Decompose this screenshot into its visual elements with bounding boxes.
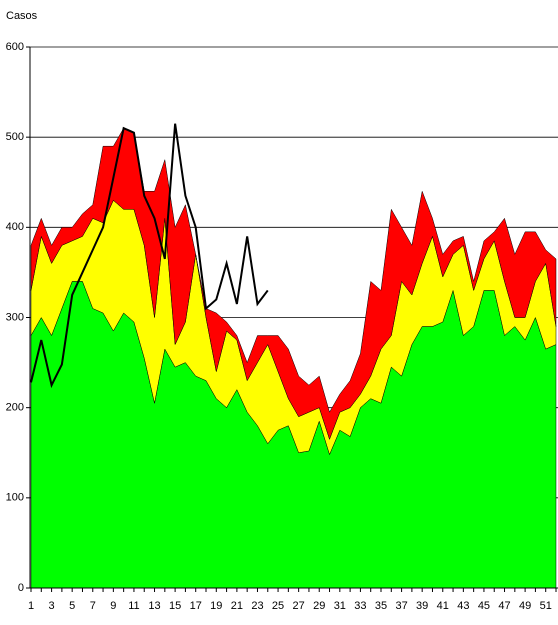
x-tick-label: 17 (190, 600, 202, 612)
x-tick-label: 23 (251, 600, 263, 612)
y-axis-label: Casos (6, 10, 38, 22)
x-tick-label: 37 (395, 600, 407, 612)
y-tick-label: 400 (6, 221, 24, 233)
x-tick-label: 33 (354, 600, 366, 612)
x-tick-label: 15 (169, 600, 181, 612)
x-tick-label: 7 (90, 600, 96, 612)
y-tick-label: 200 (6, 402, 24, 414)
area (30, 127, 557, 440)
x-tick-label: 39 (416, 600, 428, 612)
x-tick-label: 27 (293, 600, 305, 612)
x-tick-label: 1 (28, 600, 34, 612)
y-tick-label: 300 (6, 311, 24, 323)
x-tick-label: 13 (148, 600, 160, 612)
x-tick-label: 25 (272, 600, 284, 612)
x-tick-label: 9 (110, 600, 116, 612)
x-tick-label: 43 (457, 600, 469, 612)
x-tick-label: 45 (478, 600, 490, 612)
x-tick-label: 11 (128, 600, 139, 612)
line (30, 123, 269, 389)
x-tick-label: 35 (375, 600, 387, 612)
x-tick-label: 3 (49, 600, 55, 612)
x-tick-label: 31 (334, 600, 346, 612)
y-tick-label: 500 (6, 131, 24, 143)
x-tick-label: 51 (540, 600, 552, 612)
x-tick-label: 29 (313, 600, 325, 612)
x-tick-label: 41 (437, 600, 449, 612)
y-tick-label: 100 (6, 492, 24, 504)
x-tick-label: 19 (210, 600, 222, 612)
x-tick-label: 5 (69, 600, 75, 612)
x-tick-label: 47 (498, 600, 510, 612)
y-tick-label: 600 (6, 41, 24, 53)
x-tick-label: 49 (519, 600, 531, 612)
x-tick-label: 21 (231, 600, 243, 612)
y-tick-label: 0 (18, 582, 24, 594)
